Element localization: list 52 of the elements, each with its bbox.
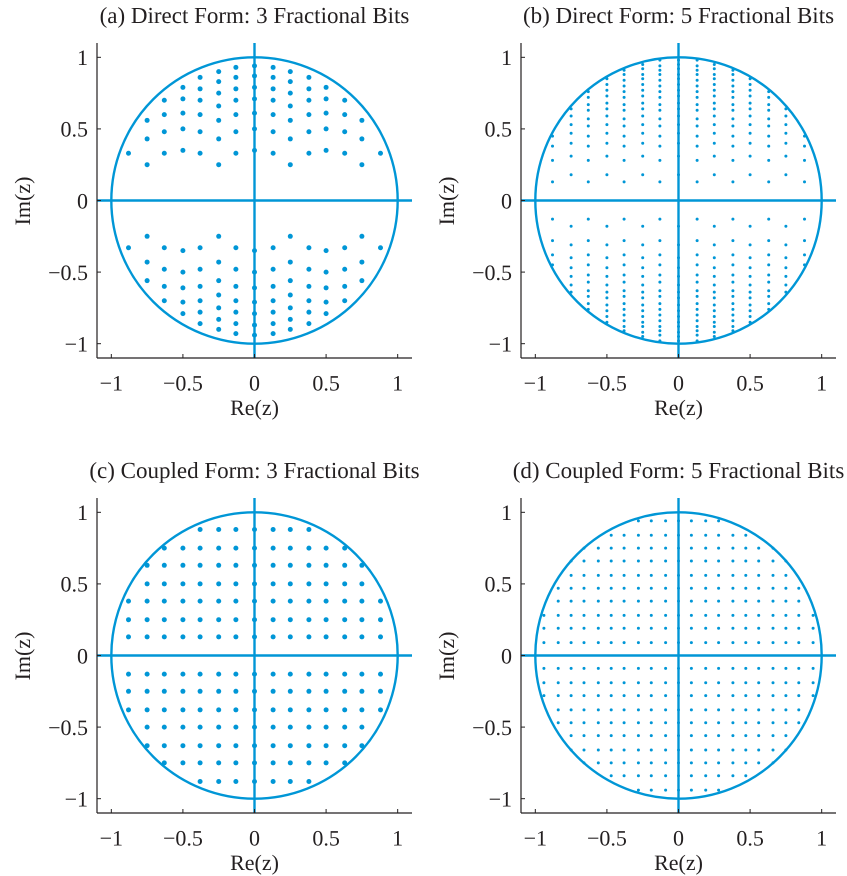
y-tick-label: 0.5 [60, 572, 88, 597]
y-tick-label: −1 [488, 786, 512, 812]
x-tick-label: −0.5 [586, 826, 627, 851]
x-axis-title: Re(z) [654, 850, 703, 876]
x-axis-title: Re(z) [230, 850, 279, 876]
x-tick-label: 0.5 [312, 826, 340, 851]
chart-title: (b) Direct Form: 5 Fractional Bits [522, 3, 836, 29]
x-tick-label: −1 [524, 826, 548, 851]
y-tick-label: 1 [77, 500, 88, 526]
x-tick-label: 0 [673, 370, 684, 396]
y-tick-label: 0.5 [484, 572, 512, 597]
y-tick-label: −0.5 [472, 260, 512, 285]
x-tick-label: 0 [249, 370, 260, 396]
x-tick-label: 0 [249, 826, 260, 851]
x-tick-label: 1 [816, 826, 828, 851]
y-tick-label: 0.5 [60, 116, 88, 142]
chart-title: (a) Direct Form: 3 Fractional Bits [98, 3, 410, 29]
y-tick-label: 1 [77, 45, 88, 70]
y-axis-title: Im(z) [434, 176, 460, 225]
y-tick-label: −1 [488, 331, 512, 356]
x-tick-label: −0.5 [586, 370, 627, 396]
y-tick-label: −0.5 [48, 714, 88, 740]
x-tick-label: 1 [392, 370, 404, 396]
chart-title: (c) Coupled Form: 3 Fractional Bits [88, 458, 421, 484]
x-axis-title: Re(z) [230, 395, 279, 421]
x-axis-title: Re(z) [654, 395, 703, 421]
y-tick-label: 1 [501, 500, 512, 526]
y-tick-label: 0 [77, 643, 88, 668]
y-tick-label: −0.5 [472, 714, 512, 740]
y-tick-label: 0 [501, 643, 512, 668]
y-axis-title: Im(z) [434, 631, 460, 680]
x-tick-label: −1 [100, 826, 124, 851]
y-tick-label: −0.5 [48, 260, 88, 285]
x-tick-label: −1 [100, 370, 124, 396]
x-tick-label: 1 [392, 826, 404, 851]
chart-title: (d) Coupled Form: 5 Fractional Bits [512, 458, 846, 484]
y-tick-label: 0 [77, 188, 88, 214]
x-tick-label: 0.5 [312, 370, 340, 396]
x-tick-label: 0 [673, 826, 684, 851]
x-tick-label: 0.5 [736, 826, 764, 851]
y-tick-label: 0 [501, 188, 512, 214]
y-tick-label: 0.5 [484, 116, 512, 142]
x-tick-label: −0.5 [162, 826, 203, 851]
x-tick-label: −0.5 [162, 370, 203, 396]
y-axis-title: Im(z) [10, 631, 36, 680]
y-tick-label: −1 [64, 786, 88, 812]
x-tick-label: −1 [524, 370, 548, 396]
y-axis-title: Im(z) [10, 176, 36, 225]
y-tick-label: 1 [501, 45, 512, 70]
x-tick-label: 1 [816, 370, 828, 396]
x-tick-label: 0.5 [736, 370, 764, 396]
y-tick-label: −1 [64, 331, 88, 356]
